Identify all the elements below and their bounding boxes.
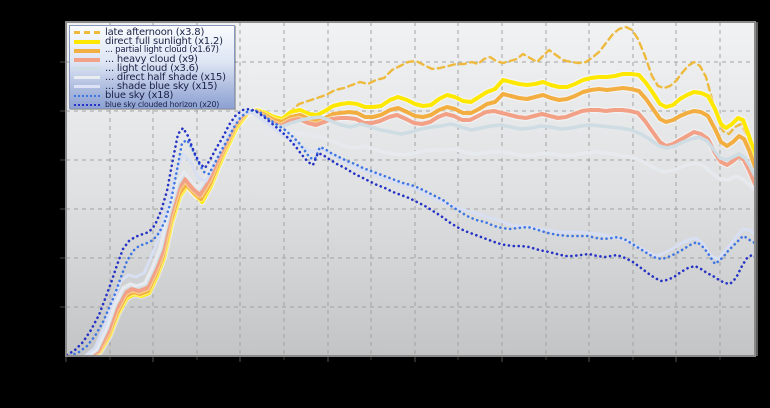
legend-item-light-cloud: ... light cloud (x3.6) bbox=[74, 63, 232, 74]
series-direct-full-sunlight-line bbox=[88, 72, 756, 357]
legend-item-heavy-cloud: ... heavy cloud (x9) bbox=[74, 54, 232, 65]
legend-swatch-heavy-cloud bbox=[74, 57, 100, 62]
y-axis-ticks bbox=[60, 61, 65, 308]
legend-swatch-light-cloud bbox=[74, 67, 100, 70]
series-group bbox=[66, 25, 756, 357]
legend-label: ... heavy cloud (x9) bbox=[105, 54, 198, 65]
legend-label: blue sky clouded horizon (x20) bbox=[105, 100, 220, 109]
legend-item-blue-sky-clouded-horizon: blue sky clouded horizon (x20) bbox=[74, 100, 232, 109]
legend-swatch-late-afternoon bbox=[74, 31, 100, 34]
legend-item-shade-blue-sky: ... shade blue sky (x15) bbox=[74, 81, 232, 92]
legend-label: ... shade blue sky (x15) bbox=[105, 81, 218, 92]
legend-label: ... partial light cloud (x1.67) bbox=[105, 45, 219, 55]
legend-label: blue sky (x18) bbox=[105, 90, 174, 101]
series-blue-sky-clouded-horizon-line bbox=[66, 107, 756, 357]
x-axis-ticks bbox=[65, 357, 721, 362]
legend-swatch-direct-full-sunlight bbox=[74, 39, 100, 44]
series-partial-light-cloud-line bbox=[87, 86, 756, 357]
frame-bevel bbox=[756, 22, 758, 356]
legend: late afternoon (x3.8) direct full sunligh… bbox=[69, 25, 235, 109]
series-heavy-cloud-line bbox=[86, 108, 756, 357]
legend-swatch-shade-blue-sky bbox=[74, 85, 100, 88]
legend-label: late afternoon (x3.8) bbox=[105, 27, 205, 38]
plot-frame bbox=[65, 21, 756, 357]
legend-swatch-blue-sky-clouded-horizon bbox=[74, 103, 100, 106]
legend-label: ... direct half shade (x15) bbox=[105, 72, 226, 83]
legend-item-direct-half-shade: ... direct half shade (x15) bbox=[74, 72, 232, 83]
series-shade-blue-sky-line bbox=[83, 111, 756, 357]
legend-swatch-blue-sky bbox=[74, 94, 100, 97]
legend-label: direct full sunlight (x1.2) bbox=[105, 36, 223, 47]
legend-item-blue-sky: blue sky (x18) bbox=[74, 90, 232, 101]
series-direct-half-shade-line bbox=[84, 109, 756, 357]
legend-item-direct-full-sunlight: direct full sunlight (x1.2) bbox=[74, 36, 232, 47]
legend-label: ... light cloud (x3.6) bbox=[105, 63, 199, 74]
legend-item-late-afternoon: late afternoon (x3.8) bbox=[74, 27, 232, 38]
series-blue-sky-line bbox=[68, 108, 756, 357]
legend-item-partial-light-cloud: ... partial light cloud (x1.67) bbox=[74, 46, 232, 55]
legend-swatch-direct-half-shade bbox=[74, 76, 100, 79]
legend-swatch-partial-light-cloud bbox=[74, 48, 100, 53]
